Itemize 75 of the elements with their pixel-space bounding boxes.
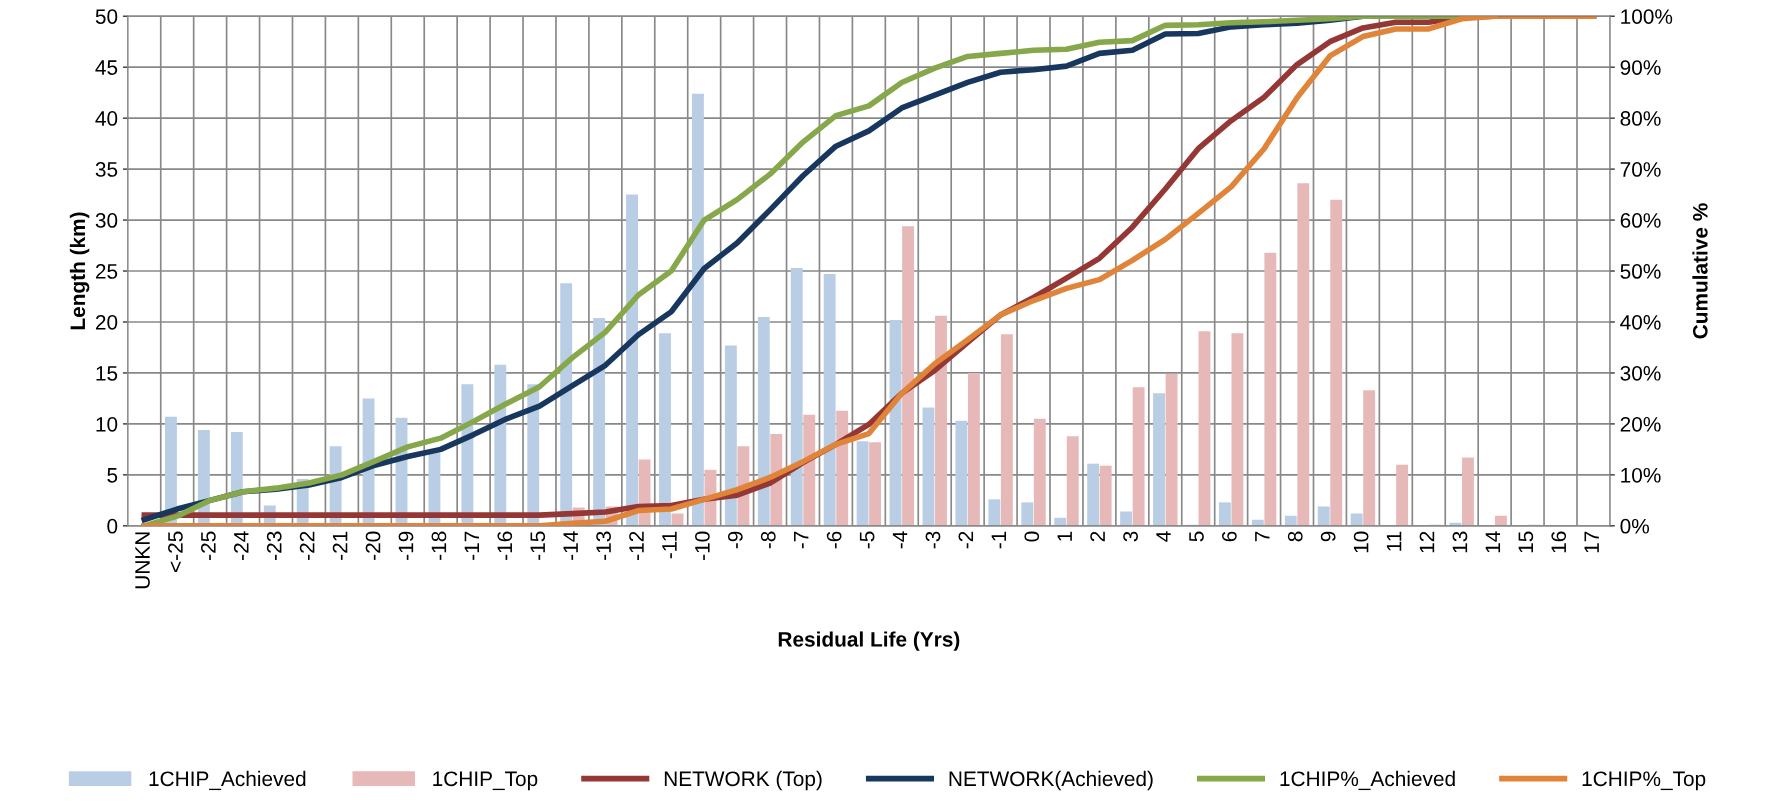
x-tick-label: 6 (1222, 531, 1237, 542)
x-tick-label: 10 (1353, 531, 1369, 553)
x-tick-label: -10 (695, 531, 710, 560)
x-tick-label: -14 (563, 531, 578, 560)
x-axis-title: Residual Life (Yrs) (778, 631, 960, 651)
x-tick-label: -2 (958, 531, 974, 549)
y2-tick-label: 0% (1620, 518, 1650, 534)
x-tick-label: -7 (794, 531, 809, 549)
x-tick-label: -20 (365, 531, 381, 560)
y2-tick-label: 60% (1620, 213, 1661, 228)
x-tick-label: -9 (727, 531, 743, 549)
x-tick-label: -19 (398, 531, 414, 560)
y-tick-label: 15 (96, 366, 118, 381)
y-tick-label: 35 (95, 162, 118, 177)
x-tick-label: -25 (200, 531, 216, 560)
x-tick-label: -1 (991, 531, 1006, 549)
y2-tick-label: 80% (1620, 111, 1661, 126)
x-tick-label: -23 (266, 531, 282, 560)
x-tick-label: 17 (1584, 531, 1599, 553)
y-tick-label: 50 (95, 9, 118, 24)
y2-tick-label: 40% (1620, 314, 1661, 330)
x-tick-label: 13 (1452, 531, 1468, 553)
x-tick-label: -8 (760, 531, 776, 549)
y2-tick-label: 10% (1621, 467, 1661, 483)
legend-label: 1CHIP%_Achieved (1280, 770, 1455, 791)
y2-tick-label: 20% (1620, 416, 1661, 432)
legend-label: 1CHIP_Top (433, 771, 538, 791)
x-tick-label: -24 (233, 531, 249, 560)
legend-label: 1CHIP_Achieved (149, 770, 306, 791)
x-tick-label: -17 (464, 531, 480, 560)
x-tick-label: 8 (1287, 531, 1303, 542)
x-tick-label: 14 (1485, 531, 1501, 553)
legend-label: NETWORK(Achieved) (949, 770, 1153, 791)
y-tick-label: 30 (95, 213, 118, 228)
y-tick-label: 10 (96, 416, 118, 432)
y-tick-label: 40 (95, 111, 118, 126)
x-tick-label: UNKN (135, 532, 150, 589)
x-tick-label: -22 (299, 531, 315, 560)
y-tick-label: 20 (95, 314, 118, 330)
x-tick-label: <-25 (168, 531, 183, 572)
y-tick-label: 45 (95, 60, 118, 75)
x-tick-label: -12 (629, 531, 644, 560)
x-tick-label: -5 (859, 531, 875, 549)
legend-label: 1CHIP%_Top (1582, 771, 1706, 791)
x-tick-label: 4 (1156, 531, 1171, 542)
x-tick-label: -18 (431, 531, 447, 560)
x-tick-label: 12 (1419, 531, 1435, 553)
x-tick-label: 1 (1057, 531, 1072, 541)
x-tick-label: 7 (1255, 531, 1270, 542)
legend-label: NETWORK (Top) (664, 770, 822, 791)
x-tick-label: -3 (925, 531, 941, 549)
y2-tick-label: 70% (1620, 162, 1661, 177)
y-tick-label: 5 (107, 468, 118, 483)
y2-tick-label: 50% (1620, 264, 1661, 279)
x-tick-label: 9 (1320, 531, 1336, 542)
x-tick-label: 15 (1518, 531, 1534, 553)
x-tick-label: 3 (1123, 531, 1138, 542)
x-tick-label: -11 (662, 531, 677, 559)
x-tick-label: -21 (332, 531, 348, 560)
x-tick-label: 5 (1189, 531, 1204, 542)
x-tick-label: 11 (1386, 531, 1402, 551)
y-tick-label: 25 (95, 264, 118, 279)
x-tick-label: -16 (497, 531, 513, 560)
x-tick-label: -4 (892, 531, 908, 549)
x-tick-label: 0 (1024, 531, 1040, 542)
x-tick-label: 16 (1551, 531, 1567, 553)
y2-tick-label: 100% (1621, 9, 1673, 24)
y2-axis-title: Cumulative % (1692, 203, 1708, 339)
x-tick-label: 2 (1090, 531, 1105, 542)
x-tick-label: -13 (596, 531, 611, 560)
y-axis-title: Length (km) (69, 212, 90, 330)
x-tick-label: -15 (530, 531, 546, 560)
x-tick-label: -6 (826, 531, 842, 549)
y2-tick-label: 30% (1620, 365, 1661, 381)
y2-tick-label: 90% (1620, 60, 1661, 75)
